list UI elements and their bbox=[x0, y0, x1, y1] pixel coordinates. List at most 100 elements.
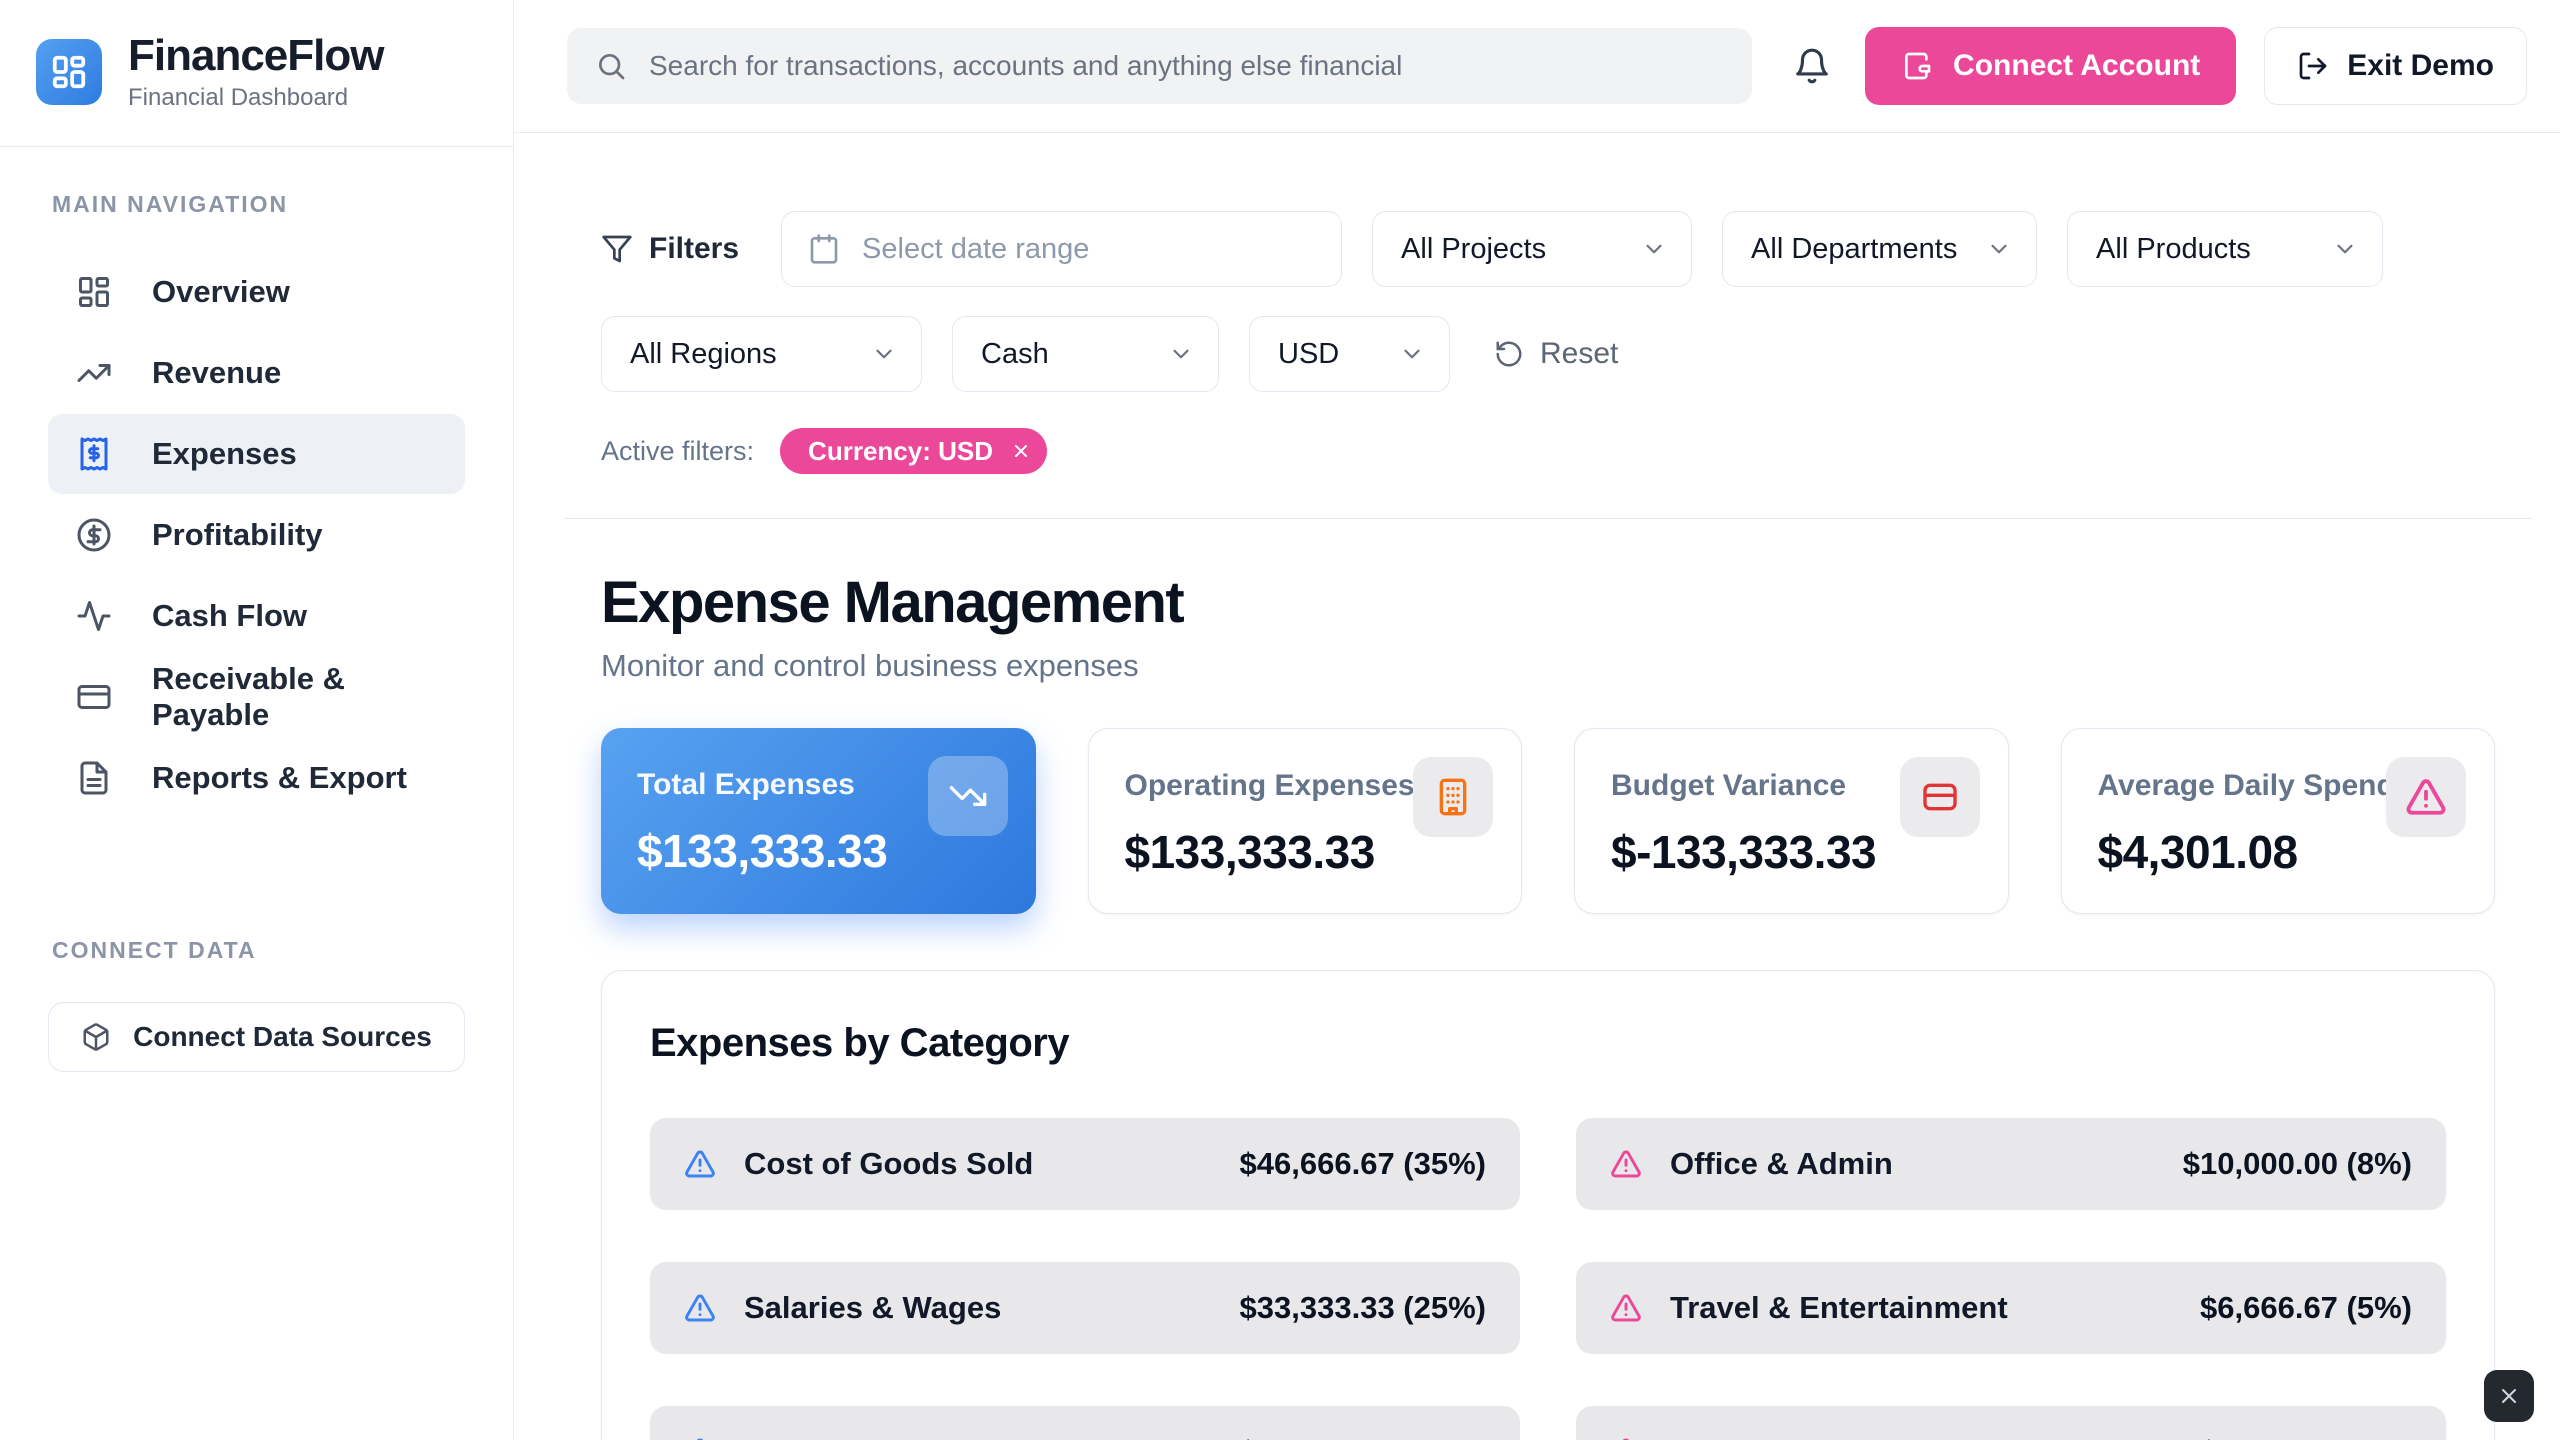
category-grid: Cost of Goods Sold $46,666.67 (35%) Offi… bbox=[650, 1118, 2446, 1440]
dashboard-grid-icon bbox=[50, 53, 88, 91]
stat-card-total-expenses[interactable]: Total Expenses $133,333.33 bbox=[601, 728, 1036, 914]
sidebar-item-overview[interactable]: Overview bbox=[48, 252, 465, 332]
stat-label: Average Daily Spend bbox=[2097, 769, 2395, 802]
category-row-salaries-wages[interactable]: Salaries & Wages $33,333.33 (25%) bbox=[650, 1262, 1520, 1354]
stat-cards: Total Expenses $133,333.33 Operating Exp… bbox=[601, 728, 2495, 914]
sidebar-item-profitability[interactable]: Profitability bbox=[48, 495, 465, 575]
category-row-marketing[interactable]: Marketing $20,000.00 (15%) bbox=[650, 1406, 1520, 1440]
sidebar-item-expenses[interactable]: Expenses bbox=[48, 414, 465, 495]
category-value: $33,333.33 (25%) bbox=[1239, 1290, 1486, 1325]
sidebar-item-label: Receivable & Payable bbox=[152, 661, 345, 733]
bell-icon[interactable] bbox=[1793, 47, 1831, 85]
funnel-icon bbox=[601, 233, 633, 265]
x-icon[interactable] bbox=[1011, 441, 1031, 461]
search-box[interactable] bbox=[567, 28, 1752, 104]
projects-select[interactable]: All Projects bbox=[1372, 211, 1693, 287]
connect-data-sources-label: Connect Data Sources bbox=[133, 1021, 432, 1053]
category-row-office-admin[interactable]: Office & Admin $10,000.00 (8%) bbox=[1576, 1118, 2446, 1210]
stat-card-operating-expenses[interactable]: Operating Expenses $133,333.33 bbox=[1087, 728, 1522, 914]
category-name: Professional Services bbox=[1670, 1434, 1992, 1440]
currency-select[interactable]: USD bbox=[1249, 316, 1450, 392]
main-content: Filters All Projects All Departments bbox=[514, 133, 2560, 1440]
filters-label-group: Filters bbox=[601, 232, 739, 266]
departments-select-value: All Departments bbox=[1751, 232, 1958, 265]
payment-method-select[interactable]: Cash bbox=[952, 316, 1219, 392]
page-header: Expense Management Monitor and control b… bbox=[601, 569, 2495, 684]
app-logo bbox=[36, 39, 102, 106]
category-name: Cost of Goods Sold bbox=[744, 1146, 1034, 1181]
sidebar-item-cash-flow[interactable]: Cash Flow bbox=[48, 576, 465, 656]
wallet-icon bbox=[1901, 50, 1933, 82]
stat-label: Budget Variance bbox=[1611, 769, 1847, 802]
stat-value: $-133,333.33 bbox=[1611, 826, 1877, 878]
alert-triangle-icon bbox=[684, 1436, 716, 1440]
stat-label: Operating Expenses bbox=[1124, 769, 1415, 802]
topbar: Connect Account Exit Demo bbox=[514, 0, 2560, 133]
app-title: FinanceFlow bbox=[128, 31, 384, 80]
reset-label: Reset bbox=[1540, 337, 1619, 370]
credit-card-icon bbox=[76, 679, 112, 715]
projects-select-value: All Projects bbox=[1401, 232, 1547, 265]
dashboard-grid-icon bbox=[76, 274, 112, 310]
category-row-cost-of-goods-sold[interactable]: Cost of Goods Sold $46,666.67 (35%) bbox=[650, 1118, 1520, 1210]
stat-card-budget-variance[interactable]: Budget Variance $-133,333.33 bbox=[1574, 728, 2009, 914]
calendar-icon bbox=[808, 233, 840, 265]
reset-filters-button[interactable]: Reset bbox=[1494, 337, 1618, 371]
category-name: Travel & Entertainment bbox=[1670, 1290, 2008, 1325]
nav-section-header: MAIN NAVIGATION bbox=[52, 191, 289, 218]
app-subtitle: Financial Dashboard bbox=[128, 84, 349, 112]
regions-select[interactable]: All Regions bbox=[601, 316, 922, 392]
category-row-travel-entertainment[interactable]: Travel & Entertainment $6,666.67 (5%) bbox=[1576, 1262, 2446, 1354]
sidebar-item-label: Overview bbox=[152, 274, 290, 310]
category-value: $6,666.67 (5%) bbox=[2200, 1290, 2412, 1325]
sidebar-item-reports-export[interactable]: Reports & Export bbox=[48, 738, 465, 818]
payment-method-value: Cash bbox=[981, 337, 1049, 370]
close-overlay-button[interactable] bbox=[2484, 1370, 2534, 1422]
regions-select-value: All Regions bbox=[630, 337, 777, 370]
stat-icon-box bbox=[2386, 757, 2466, 837]
logout-icon bbox=[2297, 50, 2329, 82]
activity-icon bbox=[76, 598, 112, 634]
sidebar: FinanceFlow Financial Dashboard MAIN NAV… bbox=[0, 0, 514, 1440]
sidebar-item-receivable-payable[interactable]: Receivable & Payable bbox=[48, 657, 465, 737]
connect-data-section: CONNECT DATA Connect Data Sources bbox=[0, 937, 513, 1073]
date-range-field[interactable] bbox=[862, 232, 1316, 266]
expenses-by-category-card: Expenses by Category Cost of Goods Sold … bbox=[601, 970, 2495, 1440]
filters-panel: Filters All Projects All Departments bbox=[564, 211, 2532, 519]
alert-triangle-icon bbox=[684, 1148, 716, 1180]
rotate-ccw-icon bbox=[1494, 339, 1524, 369]
connect-data-sources-button[interactable]: Connect Data Sources bbox=[48, 1002, 465, 1073]
search-input[interactable] bbox=[649, 50, 1724, 82]
file-text-icon bbox=[76, 760, 112, 796]
category-name: Office & Admin bbox=[1670, 1146, 1893, 1181]
stat-icon-box bbox=[927, 756, 1008, 836]
connect-data-header: CONNECT DATA bbox=[52, 937, 257, 964]
stat-value: $133,333.33 bbox=[637, 825, 888, 877]
chevron-down-icon bbox=[2332, 236, 2358, 262]
category-name: Marketing bbox=[744, 1434, 890, 1440]
date-range-input[interactable] bbox=[781, 211, 1343, 287]
category-row-professional-services[interactable]: Professional Services $3,333.33 (3%) bbox=[1576, 1406, 2446, 1440]
building-icon bbox=[1433, 777, 1473, 817]
category-value: $10,000.00 (8%) bbox=[2182, 1146, 2412, 1181]
connect-account-label: Connect Account bbox=[1953, 49, 2201, 82]
stat-card-average-daily-spend[interactable]: Average Daily Spend $4,301.08 bbox=[2060, 728, 2495, 914]
stat-icon-box bbox=[1899, 757, 1980, 837]
connect-account-button[interactable]: Connect Account bbox=[1865, 27, 2237, 105]
alert-triangle-icon bbox=[2405, 776, 2447, 818]
active-filter-chip[interactable]: Currency: USD bbox=[780, 428, 1047, 474]
currency-select-value: USD bbox=[1278, 337, 1340, 370]
products-select[interactable]: All Products bbox=[2067, 211, 2384, 287]
stat-value: $4,301.08 bbox=[2097, 826, 2299, 878]
sidebar-item-revenue[interactable]: Revenue bbox=[48, 333, 465, 413]
chevron-down-icon bbox=[1641, 236, 1667, 262]
stat-value: $133,333.33 bbox=[1124, 826, 1376, 878]
category-value: $3,333.33 (3%) bbox=[2200, 1434, 2412, 1440]
departments-select[interactable]: All Departments bbox=[1722, 211, 2038, 287]
active-filter-chip-label: Currency: USD bbox=[808, 435, 993, 466]
category-name: Salaries & Wages bbox=[744, 1290, 1002, 1325]
stat-icon-box bbox=[1413, 757, 1493, 837]
sidebar-item-label: Profitability bbox=[152, 517, 323, 553]
chevron-down-icon bbox=[1986, 236, 2012, 262]
exit-demo-button[interactable]: Exit Demo bbox=[2264, 27, 2527, 105]
